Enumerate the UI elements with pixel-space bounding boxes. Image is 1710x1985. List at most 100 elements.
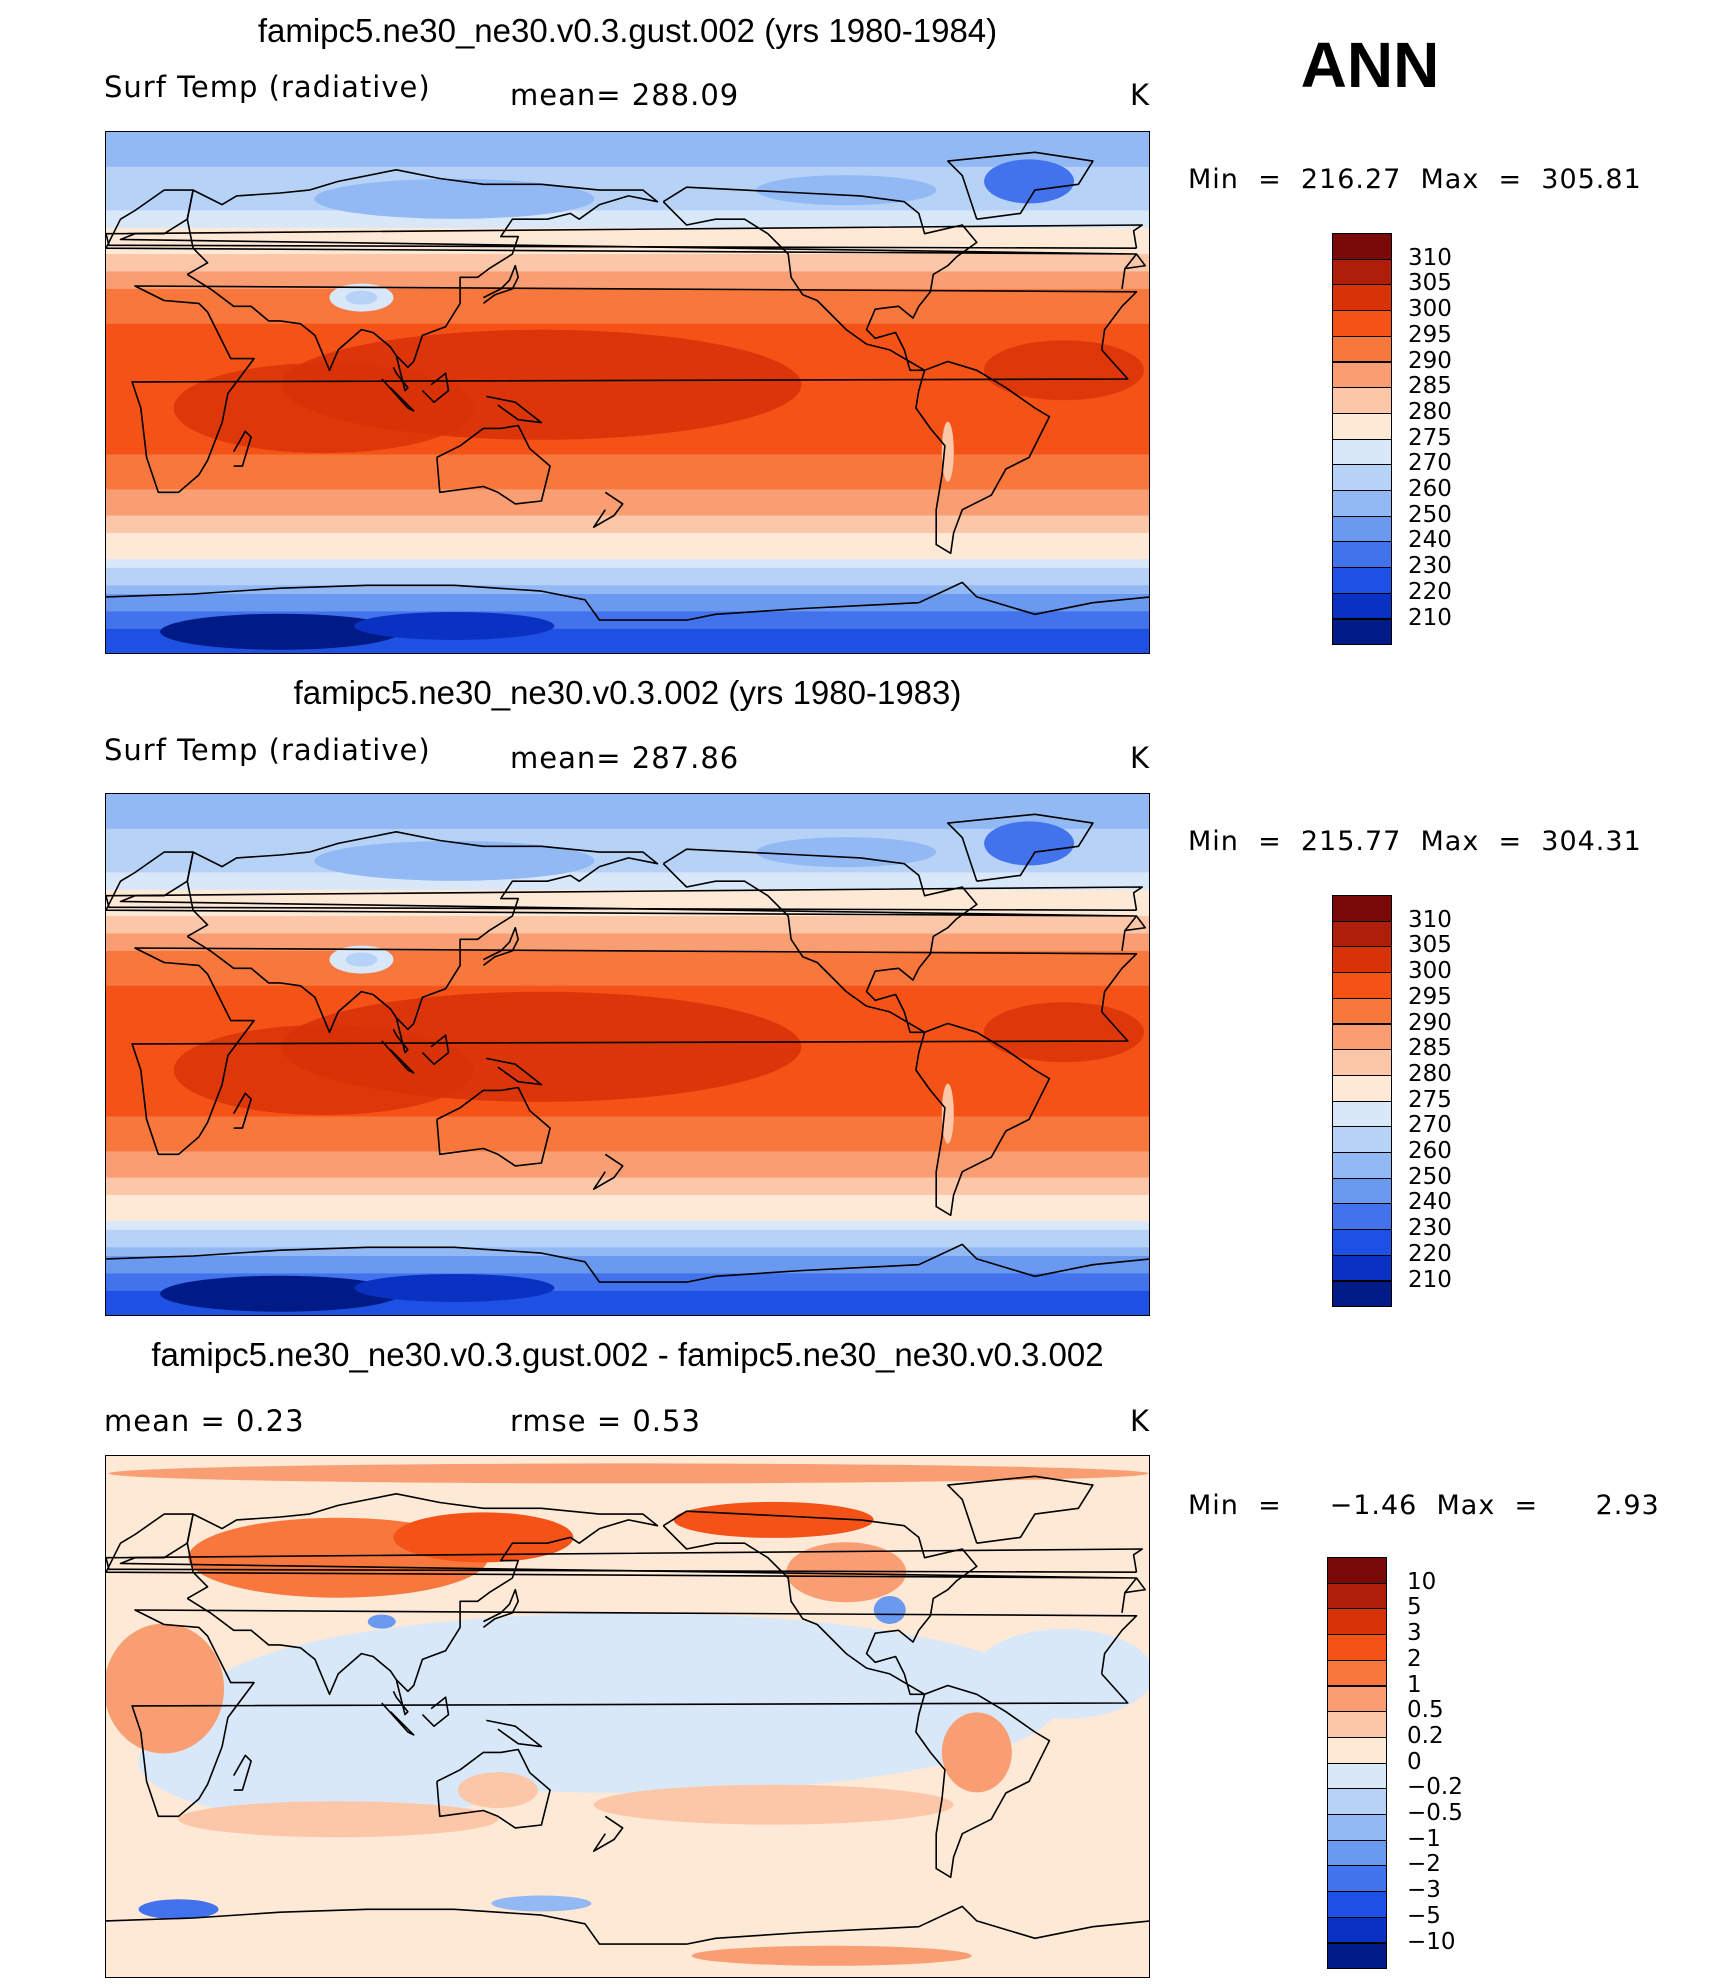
colorbar-tick-label: 295	[1408, 321, 1452, 348]
lat-band	[106, 236, 1149, 247]
lat-band	[106, 306, 1149, 317]
colorbar-swatch	[1327, 1557, 1387, 1584]
lat-band	[106, 1177, 1149, 1188]
lat-band	[106, 1151, 1149, 1162]
colorbar-swatch	[1327, 1634, 1387, 1661]
canada-cold	[756, 837, 937, 868]
colorbar-swatch	[1327, 1942, 1387, 1970]
coastline-asia	[186, 169, 659, 372]
colorbar-swatch	[1327, 1659, 1387, 1687]
coastline-africa	[131, 285, 1138, 494]
lat-band	[106, 1238, 1149, 1249]
coastlines	[106, 1475, 1149, 1945]
colorbar-tick-label: 305	[1408, 270, 1452, 297]
colorbar-tick-label: 230	[1408, 553, 1452, 580]
colorbar-swatch	[1327, 1736, 1387, 1764]
usa-negative	[873, 1595, 906, 1624]
lat-band	[106, 846, 1149, 857]
lat-band	[106, 193, 1149, 203]
colorbar-swatch	[1332, 618, 1392, 646]
colorbar-tick-label: 300	[1408, 296, 1452, 323]
colorbar-swatch	[1332, 515, 1392, 543]
lat-band	[106, 524, 1149, 534]
colorbar-tick-label: 0.5	[1407, 1697, 1444, 1724]
lat-band	[106, 1221, 1149, 1231]
lat-band	[106, 837, 1149, 848]
colorbar-swatch	[1332, 946, 1392, 974]
panel-1-title: famipc5.ne30_ne30.v0.3.gust.002 (yrs 198…	[257, 12, 998, 49]
colorbar-tick-label: 0.2	[1407, 1722, 1444, 1749]
lat-band	[106, 454, 1149, 465]
panel-2-title: famipc5.ne30_ne30.v0.3.002 (yrs 1980-198…	[293, 674, 962, 711]
colorbar-swatch	[1332, 997, 1392, 1025]
coastline-greenland	[947, 1475, 1094, 1544]
coastline-australia	[436, 1086, 551, 1167]
colorbar-swatch	[1332, 972, 1392, 999]
colorbar-tick-label: 305	[1408, 932, 1452, 959]
coastline-borneo	[421, 372, 450, 403]
coastline-africa	[131, 1609, 1138, 1818]
colorbar-swatch	[1332, 464, 1392, 491]
colorbar-tick-label: 260	[1408, 476, 1452, 502]
colorbar-tick-label: 240	[1408, 1189, 1452, 1216]
colorbar-swatch	[1332, 233, 1392, 260]
colorbar-swatch	[1327, 1608, 1387, 1636]
lat-band	[106, 262, 1149, 273]
colorbar-tick-label: 285	[1408, 1035, 1452, 1062]
coastline-asia	[186, 1493, 659, 1696]
lat-band	[106, 227, 1149, 238]
coastline-uk	[106, 1548, 1144, 1573]
lat-band	[106, 1194, 1149, 1205]
lat-band	[106, 1125, 1149, 1135]
lat-band	[106, 585, 1149, 595]
coastline-sumatra	[381, 1040, 415, 1074]
coastline-japan	[482, 926, 519, 967]
andes-cool	[941, 421, 954, 482]
colorbar-tick-label: 230	[1408, 1215, 1452, 1242]
lat-band	[106, 132, 1149, 142]
warm-pool-atlantic	[983, 1002, 1144, 1063]
lat-band	[106, 1299, 1149, 1310]
lat-band	[106, 1264, 1149, 1275]
coastline-newguinea	[486, 1057, 543, 1086]
colorbar-swatch	[1332, 1100, 1392, 1128]
colorbar-swatch	[1332, 1229, 1392, 1256]
colorbar-swatch	[1332, 1203, 1392, 1231]
colorbar-tick-label: −0.5	[1407, 1800, 1463, 1826]
panel-2-units-label: K	[1130, 741, 1151, 775]
coastline-newzealand	[592, 491, 624, 528]
panel-2-map	[105, 793, 1150, 1316]
andes-cool	[941, 1083, 954, 1144]
lat-band	[106, 149, 1149, 160]
antarctic-positive	[691, 1945, 972, 1966]
colorbar-tick-label: 220	[1408, 578, 1452, 605]
tibet-negative	[367, 1614, 396, 1629]
lat-band	[106, 1142, 1149, 1153]
lat-band	[106, 506, 1149, 517]
lat-band	[106, 977, 1149, 987]
warm-pool-atlantic	[983, 340, 1144, 401]
lat-band	[106, 254, 1149, 264]
lat-band	[106, 959, 1149, 970]
colorbar-tick-label: 290	[1408, 1009, 1452, 1036]
colorbar-swatch	[1332, 592, 1392, 620]
lat-band	[106, 593, 1149, 604]
lat-band	[106, 889, 1149, 900]
coastline-japan	[482, 1588, 519, 1629]
difference-field	[106, 1456, 1149, 1977]
colorbar-tick-label: 300	[1408, 958, 1452, 985]
lat-band	[106, 550, 1149, 561]
lat-band	[106, 820, 1149, 830]
colorbar-swatch	[1332, 412, 1392, 440]
lat-band	[106, 985, 1149, 996]
colorbar-swatch	[1327, 1788, 1387, 1815]
lat-band	[106, 219, 1149, 229]
colorbar-tick-label: 290	[1408, 347, 1452, 374]
colorbar-tick-label: 250	[1408, 501, 1452, 528]
panel-2-map-svg	[106, 794, 1149, 1315]
colorbar-tick-label: 310	[1408, 906, 1452, 933]
colorbar-tick-label: −1	[1407, 1825, 1441, 1852]
lat-band	[106, 802, 1149, 813]
lat-band	[106, 140, 1149, 151]
colorbar-tick-label: 5	[1407, 1594, 1422, 1621]
